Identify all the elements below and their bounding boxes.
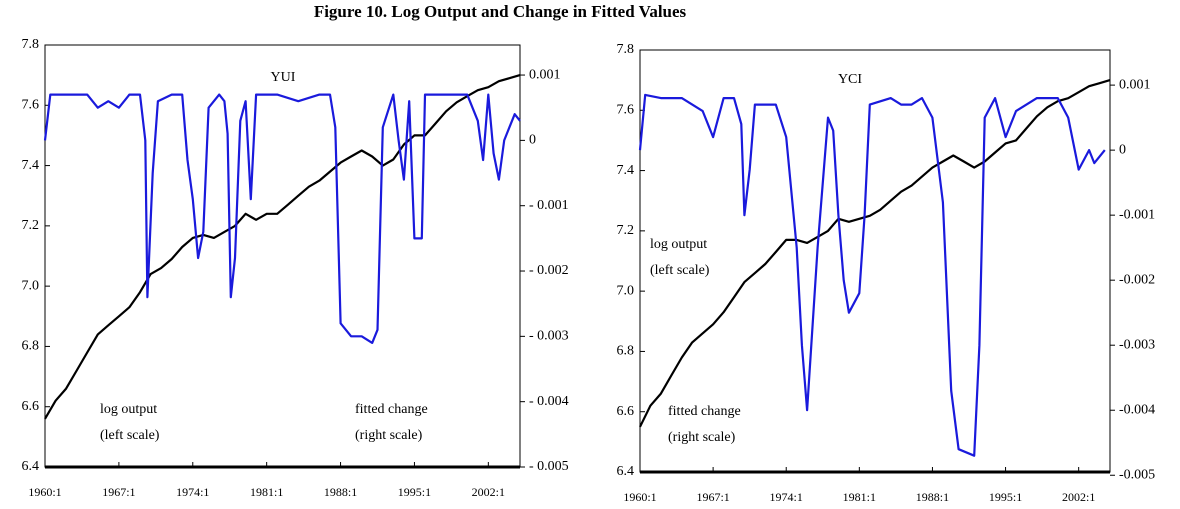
y-tick-label: 6.6 — [617, 404, 635, 419]
y2-tick-label: 0.001 — [529, 67, 561, 82]
x-tick-label: 2002:1 — [472, 485, 505, 499]
y-tick-label: 6.4 — [22, 459, 40, 474]
figure-title: Figure 10. Log Output and Change in Fitt… — [314, 2, 687, 21]
y2-tick-label: -0.004 — [1119, 402, 1155, 417]
x-tick-label: 1988:1 — [916, 490, 949, 504]
y-tick-label: 7.4 — [22, 158, 40, 173]
y-tick-label: 7.4 — [617, 163, 635, 178]
data-line — [638, 93, 1106, 457]
y-tick-label: 7.0 — [617, 283, 635, 298]
annotation: fitted change — [355, 402, 428, 417]
x-tick-label: 1995:1 — [398, 485, 431, 499]
annotation: log output — [100, 402, 157, 417]
y2-tick-label: 0 — [529, 133, 536, 148]
x-tick-label: 1960:1 — [28, 485, 61, 499]
x-tick-label: 1981:1 — [843, 490, 876, 504]
y2-tick-label: -0.003 — [1119, 337, 1155, 352]
x-tick-label: 1995:1 — [989, 490, 1022, 504]
data-line — [639, 79, 1111, 428]
y-tick-label: 7.2 — [617, 223, 635, 238]
annotation: (left scale) — [650, 263, 710, 278]
y2-tick-label: - 0.003 — [529, 329, 569, 344]
annotation: log output — [650, 237, 707, 252]
y-tick-label: 7.8 — [617, 42, 635, 57]
y-tick-label: 6.8 — [617, 344, 635, 359]
y-tick-label: 7.6 — [617, 103, 635, 118]
x-tick-label: 1960:1 — [623, 490, 656, 504]
y2-tick-label: -0.001 — [1119, 207, 1155, 222]
y2-tick-label: - 0.005 — [529, 459, 569, 474]
y-tick-label: 7.8 — [22, 37, 40, 52]
data-line — [44, 74, 521, 420]
annotation: (right scale) — [668, 430, 736, 445]
annotation: (left scale) — [100, 428, 160, 443]
x-tick-label: 1974:1 — [770, 490, 803, 504]
y-tick-label: 6.6 — [22, 399, 40, 414]
data-line — [43, 93, 521, 344]
annotation: (right scale) — [355, 428, 423, 443]
y-tick-label: 7.6 — [22, 98, 40, 113]
y2-tick-label: - 0.002 — [529, 263, 569, 278]
panel-title: YUI — [271, 70, 296, 85]
x-tick-label: 1967:1 — [696, 490, 729, 504]
y2-tick-label: - 0.001 — [529, 198, 569, 213]
annotation: fitted change — [668, 404, 741, 419]
x-tick-label: 2002:1 — [1062, 490, 1095, 504]
x-tick-label: 1981:1 — [250, 485, 283, 499]
y2-tick-label: -0.002 — [1119, 272, 1155, 287]
y-tick-label: 6.8 — [22, 339, 40, 354]
y2-tick-label: 0.001 — [1119, 77, 1151, 92]
x-tick-label: 1967:1 — [102, 485, 135, 499]
y-tick-label: 7.2 — [22, 218, 40, 233]
y-tick-label: 6.4 — [617, 464, 635, 479]
panel-title: YCI — [838, 72, 862, 87]
x-tick-label: 1988:1 — [324, 485, 357, 499]
y2-tick-label: 0 — [1119, 142, 1126, 157]
y2-tick-label: -0.005 — [1119, 467, 1155, 482]
y2-tick-label: - 0.004 — [529, 394, 569, 409]
y-tick-label: 7.0 — [22, 278, 40, 293]
x-tick-label: 1974:1 — [176, 485, 209, 499]
